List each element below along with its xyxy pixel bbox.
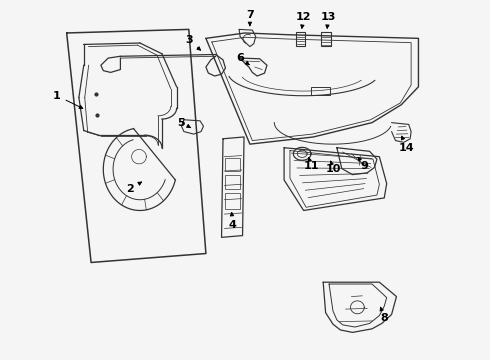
Text: 12: 12 <box>296 12 311 28</box>
Text: 4: 4 <box>229 212 237 230</box>
Text: 8: 8 <box>380 307 388 323</box>
Bar <box>225 158 240 171</box>
Bar <box>225 175 240 189</box>
Text: 14: 14 <box>398 136 414 153</box>
Bar <box>296 32 305 45</box>
Text: 7: 7 <box>246 10 254 26</box>
Text: 9: 9 <box>358 157 368 171</box>
Text: 11: 11 <box>303 158 318 171</box>
Text: 3: 3 <box>185 35 200 50</box>
Bar <box>225 193 240 209</box>
Bar <box>321 32 331 46</box>
Text: 6: 6 <box>236 53 249 65</box>
Bar <box>311 87 330 95</box>
Text: 2: 2 <box>126 182 142 194</box>
Text: 13: 13 <box>320 12 336 28</box>
Text: 10: 10 <box>325 161 341 174</box>
Text: 1: 1 <box>53 91 83 108</box>
Text: 5: 5 <box>178 118 191 128</box>
